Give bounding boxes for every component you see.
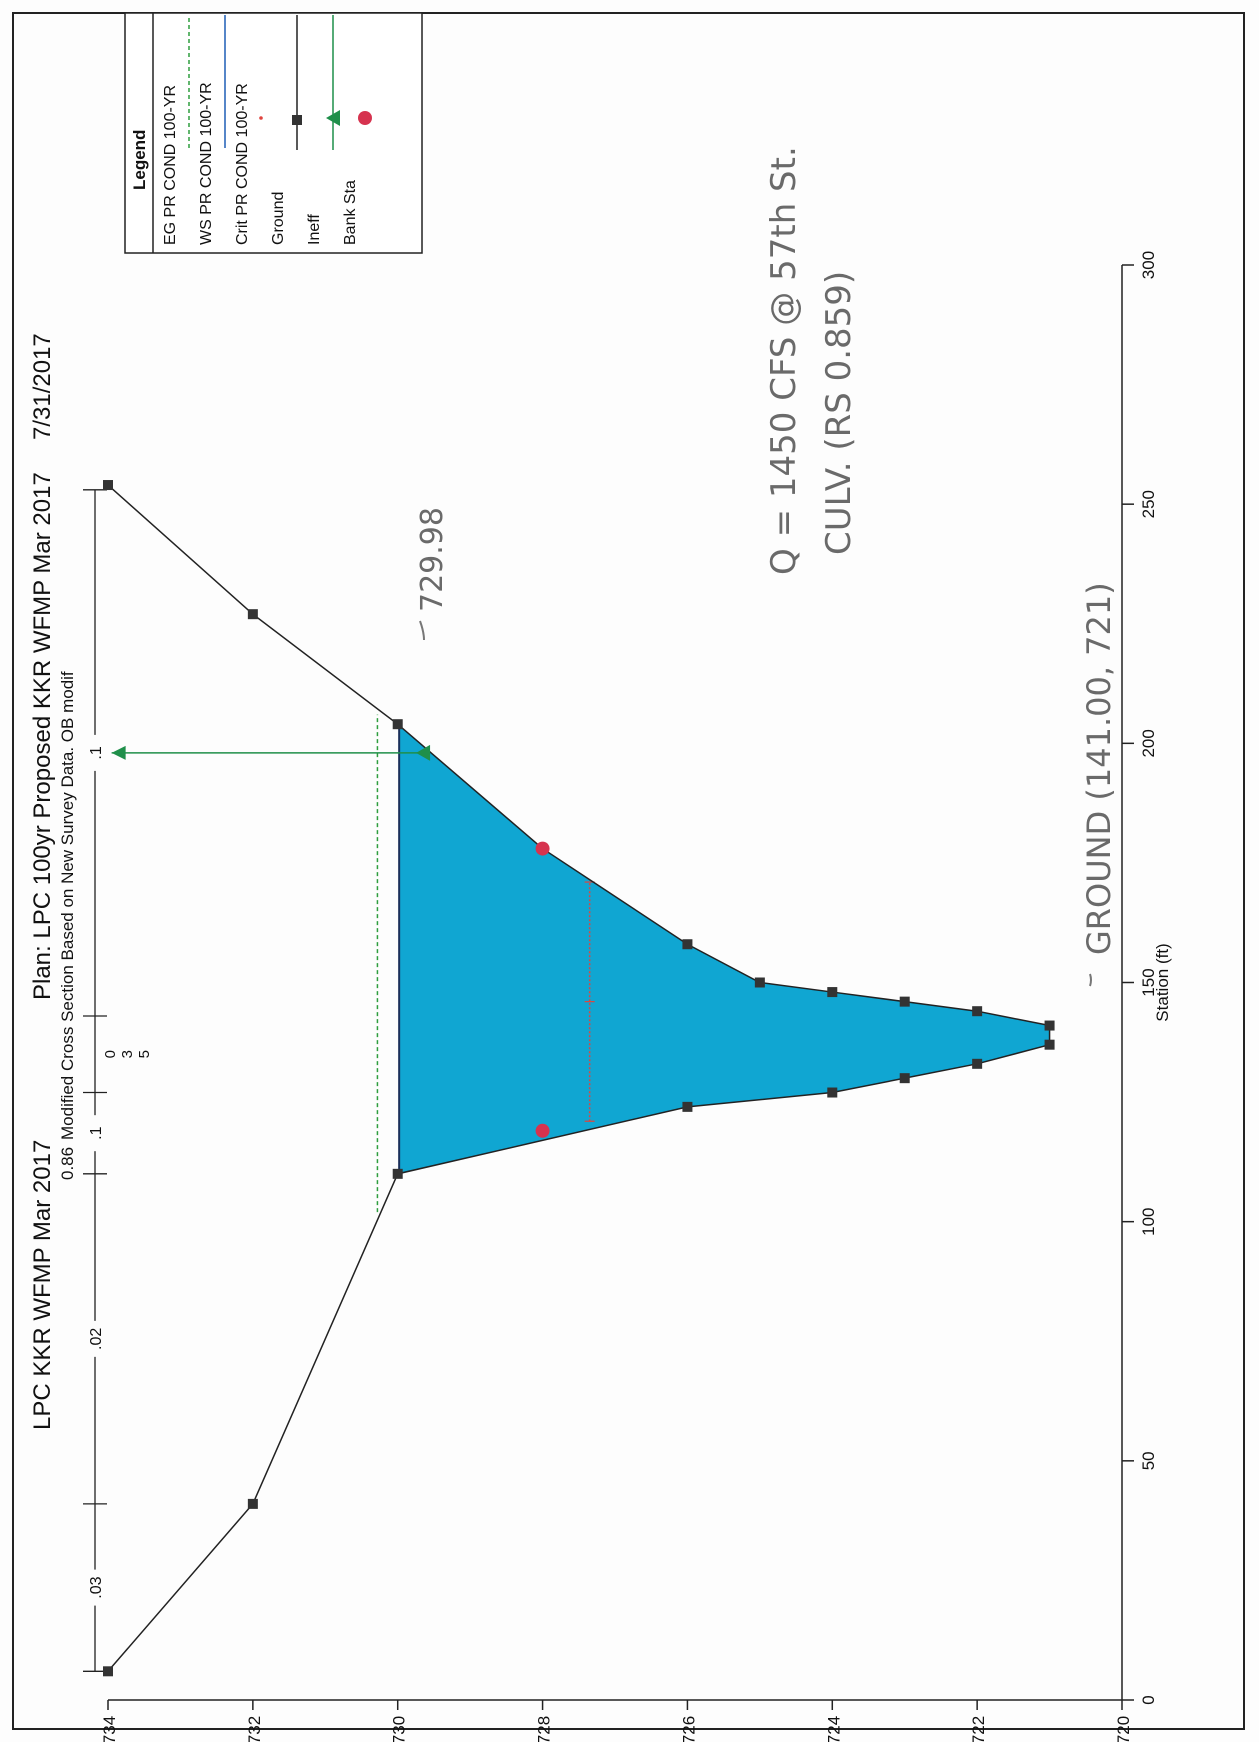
manning-label-bg xyxy=(85,734,105,771)
ground-point xyxy=(103,480,113,491)
ground-point xyxy=(754,977,765,988)
ground-point xyxy=(1044,1020,1055,1031)
plan-title: Plan: LPC 100yr Proposed KKR WFMP Mar 20… xyxy=(29,472,56,1000)
legend-item: Ground xyxy=(270,192,287,245)
legend-item: WS PR COND 100-YR xyxy=(198,82,215,245)
legend: Legend EG PR COND 100-YR WS PR COND 100-Y… xyxy=(124,12,423,254)
ground-point xyxy=(247,1498,258,1509)
manning-bar: .03 .02 .1 .1 0 3 5 xyxy=(83,489,153,1672)
elevation-tick-label: 732 xyxy=(245,1716,264,1742)
water-fill xyxy=(397,724,1050,1174)
manning-label: .03 xyxy=(88,1576,105,1598)
elevation-tick-label: 724 xyxy=(824,1716,843,1742)
ineff-arrow xyxy=(111,745,126,760)
legend-swatch xyxy=(358,111,372,125)
station-tick-label: 0 xyxy=(1139,1695,1158,1704)
ground-point xyxy=(827,1087,838,1098)
legend-item: Bank Sta xyxy=(342,180,359,245)
manning-label-bg xyxy=(85,1320,105,1357)
station-tick-label: 100 xyxy=(1139,1207,1158,1235)
legend-label: Crit PR COND 100-YR xyxy=(234,83,251,245)
manning-label: 0 xyxy=(102,1050,119,1058)
river-station: 0.86 xyxy=(58,1147,77,1180)
ground-point xyxy=(972,1058,983,1069)
ground-point xyxy=(827,987,838,998)
plan-date: 7/31/2017 xyxy=(29,333,56,440)
elevation-tick-label: 726 xyxy=(679,1716,698,1742)
manning-label-bg xyxy=(85,1115,105,1152)
ineff-triangle xyxy=(416,744,431,761)
elevation-tick-label: 728 xyxy=(535,1716,554,1742)
ground-note: GROUND (141.00, 721) xyxy=(1080,582,1118,955)
flow-note-line2: CULV. (RS 0.859) xyxy=(819,271,859,555)
legend-swatch-marker xyxy=(292,115,302,125)
manning-label: .1 xyxy=(88,1126,105,1139)
manning-label-bg xyxy=(85,1569,105,1606)
legend-label: WS PR COND 100-YR xyxy=(198,82,215,245)
ground-point xyxy=(682,939,693,950)
ground-point xyxy=(392,719,403,730)
elevation-tick-label: 722 xyxy=(969,1716,988,1742)
legend-label: EG PR COND 100-YR xyxy=(162,85,179,245)
legend-swatch xyxy=(259,116,263,120)
ground-note-leader xyxy=(1089,973,1092,987)
station-tick-label: 150 xyxy=(1139,968,1158,996)
ground-point xyxy=(972,1006,983,1017)
ground-point xyxy=(899,1073,910,1084)
elevation-tick-label: 734 xyxy=(100,1716,119,1742)
ground-point xyxy=(1044,1039,1055,1050)
legend-item: EG PR COND 100-YR xyxy=(162,85,179,245)
station-tick-label: 250 xyxy=(1139,490,1158,518)
ground-point xyxy=(392,1168,403,1179)
project-title: LPC KKR WFMP Mar 2017 xyxy=(29,1140,56,1430)
ws-elevation-note: 729.98 xyxy=(415,507,450,612)
ground-point xyxy=(103,1666,113,1677)
manning-label: 3 xyxy=(119,1050,136,1058)
bank-station-dot xyxy=(535,841,550,856)
legend-label: Ground xyxy=(270,192,287,245)
manning-label: .02 xyxy=(88,1328,105,1350)
legend-item: Ineff xyxy=(306,214,323,245)
legend-label: Bank Sta xyxy=(342,180,359,245)
page-frame xyxy=(12,12,1245,1730)
ground-point xyxy=(247,609,258,620)
series-layer xyxy=(103,480,1055,1677)
legend-title: Legend xyxy=(130,130,149,190)
ws-note-leader xyxy=(419,620,425,641)
ground-point xyxy=(682,1101,693,1112)
ground-line xyxy=(107,484,1051,1672)
station-axis-title: Station (ft) xyxy=(1153,943,1172,1021)
legend-label: Ineff xyxy=(306,214,323,245)
legend-item: Crit PR COND 100-YR xyxy=(234,83,251,245)
ground-point xyxy=(899,996,910,1007)
section-description: Modified Cross Section Based on New Surv… xyxy=(58,671,77,1140)
station-tick-label: 300 xyxy=(1139,251,1158,279)
elevation-tick-label: 730 xyxy=(390,1716,409,1742)
flow-note-line1: Q = 1450 CFS @ 57th St. xyxy=(764,146,804,575)
bank-station-dot xyxy=(535,1123,550,1138)
elevation-tick-label: 720 xyxy=(1114,1716,1133,1742)
manning-label: .1 xyxy=(88,746,105,759)
station-tick-label: 200 xyxy=(1139,729,1158,757)
manning-label: 5 xyxy=(136,1050,153,1058)
legend-swatch-marker xyxy=(326,110,340,126)
station-tick-label: 50 xyxy=(1139,1451,1158,1470)
